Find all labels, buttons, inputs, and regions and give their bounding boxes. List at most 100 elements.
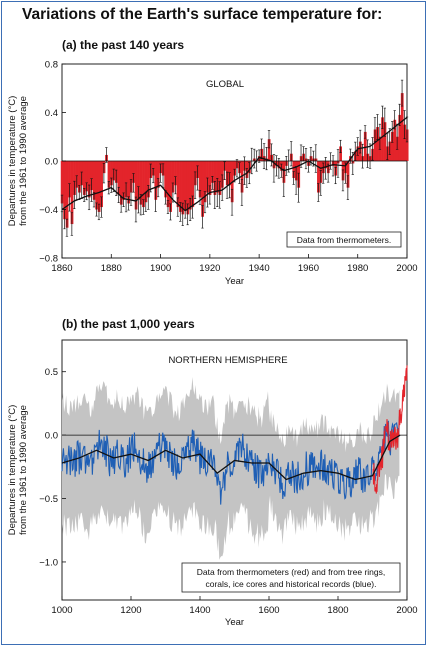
bar-1923 [216,161,219,193]
panel-a-xtick-label-2000: 2000 [396,263,417,274]
bar-1999 [403,124,407,162]
bar-1919 [206,161,209,193]
bar-1862 [65,161,69,228]
bar-1884 [119,161,123,205]
bar-1885 [122,161,126,200]
panel-a-ytick-label-1: −0.4 [39,205,58,216]
bar-1925 [220,161,224,188]
bar-2000 [405,129,409,161]
panel-a-ylabel-line2: from the 1961 to 1990 average [18,96,29,226]
panel-a-ytick-label-4: 0.8 [45,60,58,71]
bar-1886 [124,161,128,198]
bar-1903 [166,161,170,208]
panel-a-xtick-label-1920: 1920 [199,263,220,274]
panel-a-xtick-label-1980: 1980 [347,263,368,274]
panel-a-ytick-label-3: 0.4 [45,108,58,119]
bar-1889 [132,161,135,183]
panel-a-xtick-label-1960: 1960 [298,263,319,274]
panel-b-ytick-label-2: 0.0 [45,431,58,442]
bar-1863 [68,161,71,198]
panel-b-uncertainty-band [62,377,400,560]
bar-1917 [201,161,204,217]
panel-b-ytick-label-0: −1.0 [39,557,58,568]
bar-1898 [154,161,158,200]
bar-1906 [174,161,177,186]
panel-b-xtick-label-1600: 1600 [258,605,279,616]
panel-a-subtitle: (a) the past 140 years [62,38,185,52]
bar-1995 [393,119,397,161]
panel-b-smoothed-line [61,434,401,481]
panel-b-note-box [181,562,401,593]
bar-1998 [400,93,404,161]
bar-1920 [208,161,212,195]
panel-b-subtitle: (b) the past 1,000 years [62,317,195,331]
panel-b-region-label: NORTHERN HEMISPHERE [168,355,287,366]
panel-a-chart: 1860 1880 1900 1920 1940 1960 1980 2000 −0.8 −0.4… [7,60,418,288]
panel-a-xtick-label-1880: 1880 [101,263,122,274]
bar-1924 [218,161,222,195]
panel-a-xlabel: Year [225,276,244,287]
bar-1895 [147,161,150,198]
bar-1894 [144,161,148,203]
bar-1888 [129,161,133,193]
bar-1973 [339,146,342,161]
panel-b-xtick-label-1000: 1000 [51,605,72,616]
bar-1918 [203,161,207,203]
bar-1880 [110,161,113,186]
bar-1987 [373,129,377,161]
bar-1865 [73,161,76,195]
bar-1983 [363,131,367,161]
panel-b-chart: 1000 1200 1400 1600 1800 2000 −1.0 −0.5 0.0 0.5 Ye… [7,339,418,628]
panel-b-note-line1: Data from thermometers (red) and from tr… [197,567,385,577]
bar-1873 [92,161,96,200]
bar-1861 [63,161,66,220]
panel-a-smoothed-line [61,116,408,212]
bar-1976 [346,161,350,188]
figure-title: Variations of the Earth's surface temper… [22,6,383,23]
panel-b-xtick-label-1400: 1400 [189,605,210,616]
panel-b-xlabel: Year [225,617,244,628]
bar-1890 [134,161,138,210]
bar-1899 [156,161,160,188]
bar-1874 [95,161,99,210]
bar-1990 [381,117,384,161]
panel-a-ylabel-line1: Departures in temperature (°C) [7,96,18,227]
bar-1902 [164,161,168,198]
bar-1864 [70,161,74,225]
panel-b-xtick-label-1800: 1800 [327,605,348,616]
bar-1930 [233,161,237,176]
bar-1904 [169,161,172,212]
bar-1869 [82,161,86,195]
bar-1883 [117,161,121,195]
bar-1908 [179,161,182,212]
panel-a-xtick-label-1940: 1940 [249,263,270,274]
bar-1964 [317,161,320,193]
panel-b-ytick-label-1: −0.5 [39,494,58,505]
bar-1891 [137,161,140,200]
bar-1887 [127,161,131,204]
bar-1988 [376,127,379,161]
panel-b-proxy-line [61,414,401,505]
bar-1954 [292,161,296,178]
bar-1879 [107,161,111,188]
panel-b-xtick-label-1200: 1200 [120,605,141,616]
panel-a-xtick-label-1860: 1860 [51,263,72,274]
panel-b-ylabel-line1: Departures in temperature (°C) [7,405,18,536]
panel-a-ytick-label-2: 0.0 [45,157,58,168]
panel-b-ylabel-line2: from the 1961 to 1990 average [18,405,29,535]
bar-1910 [183,161,187,210]
bar-1876 [100,161,103,208]
bar-1997 [398,114,402,161]
bar-1933 [240,161,244,193]
bar-1911 [186,161,190,215]
bar-1870 [85,161,89,192]
bar-1867 [78,161,81,193]
bar-1892 [139,161,143,205]
bar-1944 [267,139,271,161]
panel-b-thermometer-line [372,365,408,494]
bar-1913 [191,161,195,208]
bar-1866 [75,161,79,188]
panel-a-ytick-label-0: −0.8 [39,254,58,265]
bar-1912 [188,161,192,210]
